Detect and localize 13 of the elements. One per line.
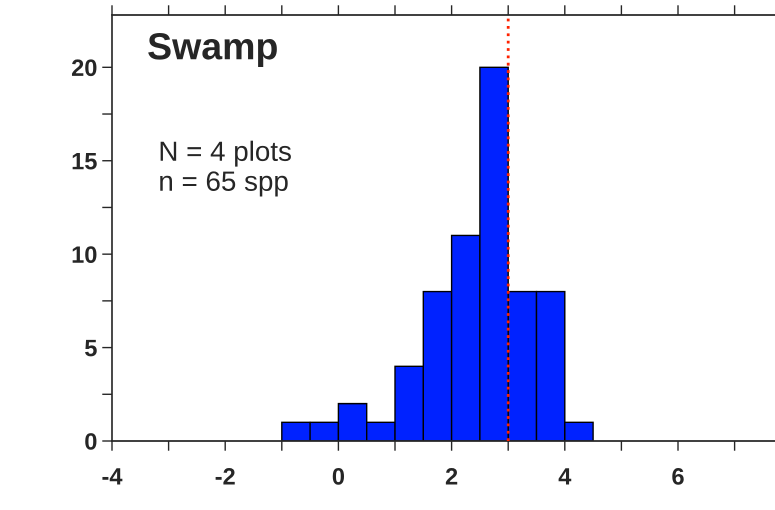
x-tick-label: -2 <box>216 468 235 484</box>
y-tick-label: 0 <box>85 433 96 450</box>
x-tick-label: 4 <box>558 468 572 484</box>
x-tick-label: 6 <box>672 468 684 485</box>
x-tick-label: -4 <box>102 468 122 484</box>
annotation: N = 4 plots n = 65 spp <box>160 140 291 196</box>
y-tick-label: 15 <box>72 153 97 170</box>
y-tick-label: 10 <box>72 246 96 263</box>
y-tick-label: 5 <box>85 340 97 356</box>
chart-title: Swamp <box>148 33 277 67</box>
x-tick-label: 0 <box>332 468 344 485</box>
x-tick-label: 2 <box>446 468 458 484</box>
y-tick-label: 20 <box>72 59 96 76</box>
